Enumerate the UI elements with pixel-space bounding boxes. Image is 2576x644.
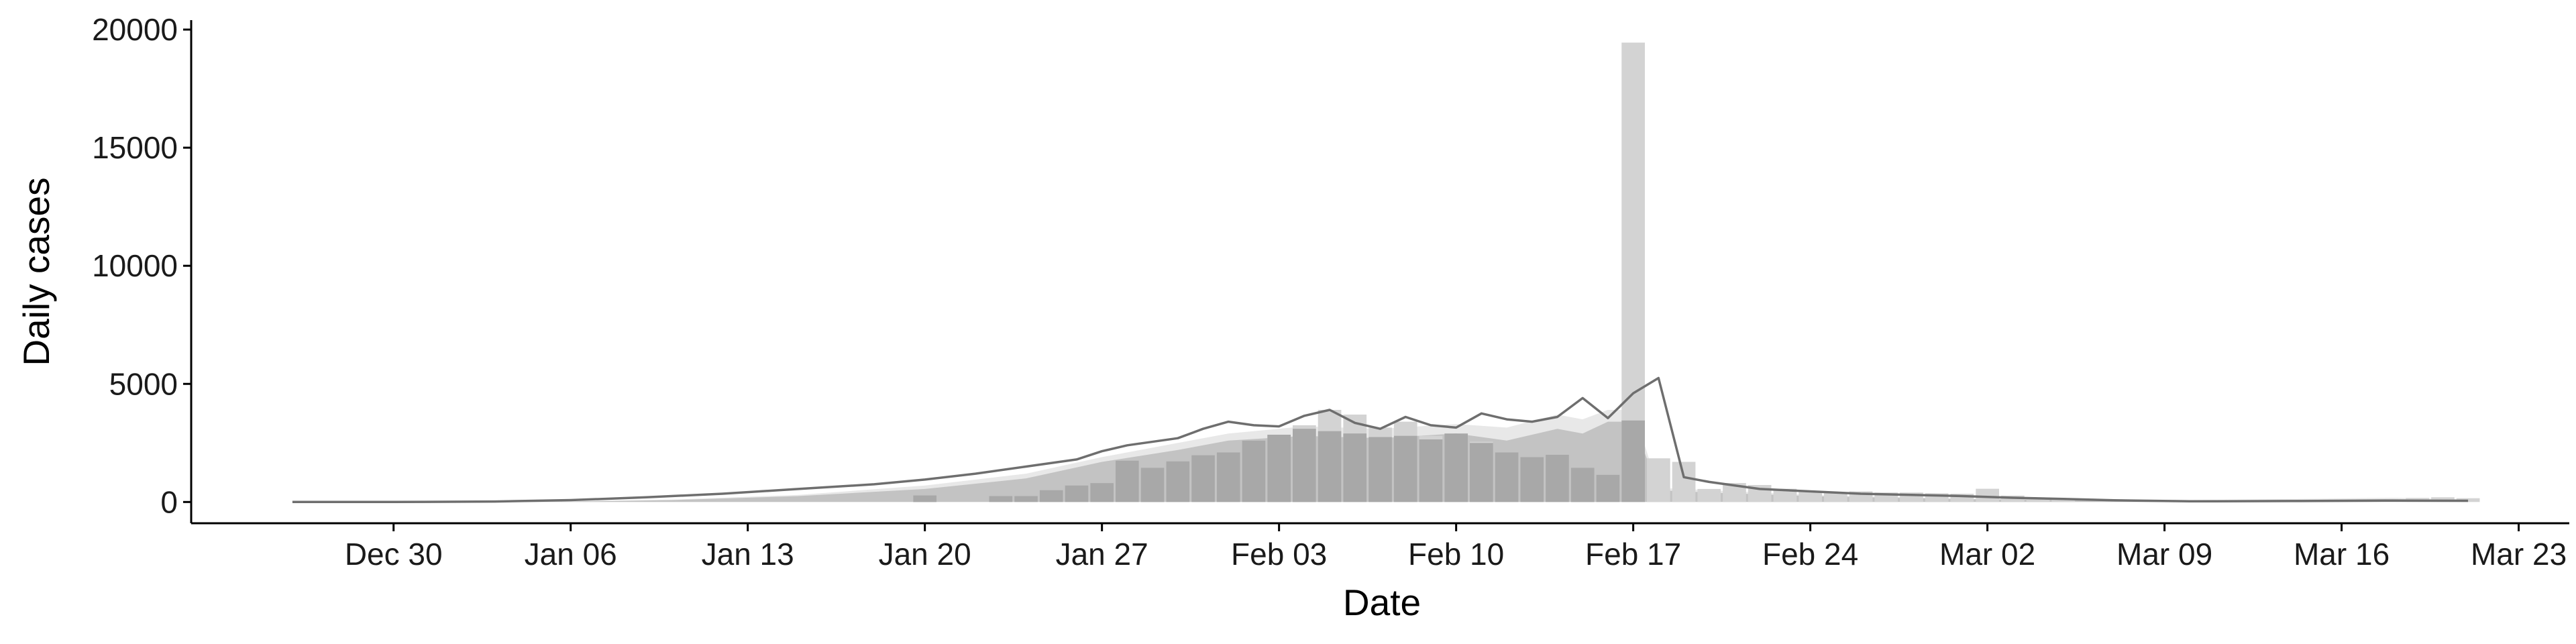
- x-tick-label-2020-01-13: Jan 13: [702, 537, 794, 572]
- bar-reported-2020-02-18: [1647, 458, 1670, 502]
- bar-onset-2020-01-29: [1140, 468, 1165, 502]
- x-tick-label-2019-12-30: Dec 30: [345, 537, 443, 572]
- bar-onset-2020-02-08: [1393, 435, 1417, 502]
- x-tick-label-2020-02-03: Feb 03: [1231, 537, 1327, 572]
- x-tick-label-2020-03-23: Mar 23: [2471, 537, 2567, 572]
- bar-onset-2020-02-10: [1444, 433, 1468, 502]
- bar-onset-2020-02-05: [1318, 431, 1342, 502]
- x-tick-label-2020-02-17: Feb 17: [1585, 537, 1681, 572]
- bar-onset-2020-01-27: [1090, 483, 1114, 502]
- bar-reported-2020-03-05: [2051, 498, 2076, 502]
- y-axis-title: Daily cases: [15, 177, 57, 366]
- bar-onset-2020-02-06: [1343, 433, 1367, 502]
- x-tick-label-2020-01-20: Jan 20: [879, 537, 971, 572]
- x-axis-title: Date: [1343, 582, 1421, 623]
- bar-onset-2020-02-03: [1267, 435, 1291, 502]
- bar-onset-2020-02-13: [1520, 457, 1544, 502]
- x-tick-label-2020-02-24: Feb 24: [1762, 537, 1858, 572]
- bar-onset-2020-02-12: [1495, 452, 1519, 502]
- bar-onset-2020-02-14: [1546, 454, 1569, 502]
- bars-layer: [913, 42, 2480, 502]
- y-tick-label-5000: 5000: [109, 366, 178, 401]
- x-tick-label-2020-03-16: Mar 16: [2294, 537, 2390, 572]
- bar-onset-2020-02-15: [1570, 468, 1595, 502]
- bar-reported-2020-02-25: [1824, 492, 1847, 502]
- x-tick-label-2020-03-02: Mar 02: [1939, 537, 2035, 572]
- bar-onset-2020-01-31: [1191, 455, 1215, 502]
- y-tick-label-15000: 15000: [92, 130, 178, 165]
- bar-reported-2020-02-20: [1697, 488, 1721, 502]
- bar-onset-2020-01-25: [1039, 490, 1063, 502]
- y-tick-label-0: 0: [160, 484, 178, 519]
- bar-reported-2020-02-23: [1773, 488, 1797, 502]
- line-layer: [292, 376, 2469, 504]
- line-series: [292, 376, 2469, 504]
- bar-onset-2020-01-26: [1065, 485, 1089, 502]
- bar-reported-2020-03-21: [2456, 498, 2480, 502]
- bar-onset-2020-02-07: [1368, 437, 1392, 502]
- x-tick-label-2020-01-27: Jan 27: [1056, 537, 1148, 572]
- bar-reported-2020-02-24: [1799, 491, 1822, 502]
- x-tick-label-2020-02-10: Feb 10: [1408, 537, 1504, 572]
- x-tick-label-2020-03-09: Mar 09: [2116, 537, 2212, 572]
- bar-onset-2020-01-28: [1116, 460, 1139, 502]
- bar-onset-2020-02-11: [1470, 443, 1493, 502]
- bar-reported-2020-03-02: [1976, 488, 1999, 502]
- bar-onset-2020-02-02: [1242, 440, 1266, 502]
- bar-reported-2020-03-04: [2026, 498, 2050, 502]
- bar-onset-2020-02-04: [1293, 429, 1316, 502]
- bar-onset-2020-02-01: [1216, 452, 1240, 502]
- bar-onset-2020-01-30: [1166, 461, 1190, 502]
- y-tick-label-10000: 10000: [92, 248, 178, 283]
- bar-onset-2020-01-23: [989, 496, 1013, 502]
- bar-onset-2020-01-20: [913, 495, 936, 502]
- axes-layer: 0 5000 10000 15000 20000 Dec 30 Jan 06 Jan 13 Ja…: [92, 12, 2569, 572]
- bar-onset-2020-02-09: [1419, 439, 1443, 502]
- bar-onset-2020-01-24: [1014, 496, 1038, 502]
- bar-onset-2020-02-17: [1621, 420, 1645, 502]
- bar-onset-2020-02-16: [1596, 474, 1620, 502]
- x-tick-label-2020-01-06: Jan 06: [525, 537, 617, 572]
- bar-reported-2020-02-19: [1672, 462, 1696, 502]
- y-tick-label-20000: 20000: [92, 12, 178, 47]
